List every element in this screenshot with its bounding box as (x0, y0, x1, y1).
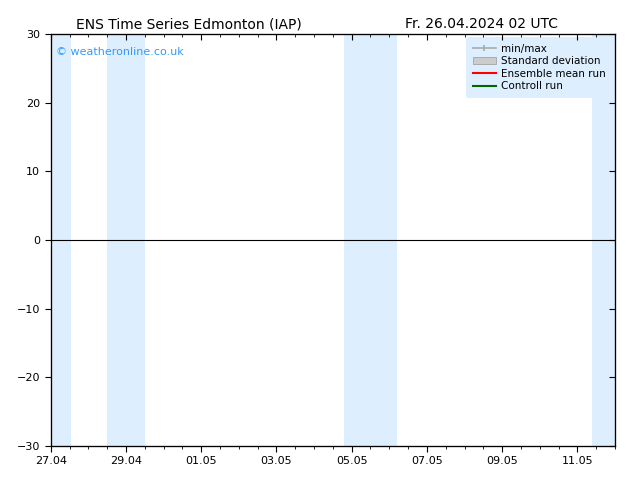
Bar (592, 34, 615, 446)
Text: Fr. 26.04.2024 02 UTC: Fr. 26.04.2024 02 UTC (405, 17, 558, 31)
Text: © weatheronline.co.uk: © weatheronline.co.uk (56, 47, 184, 57)
Bar (344, 34, 397, 446)
Bar (107, 34, 145, 446)
Legend: min/max, Standard deviation, Ensemble mean run, Controll run: min/max, Standard deviation, Ensemble me… (467, 37, 612, 98)
Bar (51, 34, 72, 446)
Text: ENS Time Series Edmonton (IAP): ENS Time Series Edmonton (IAP) (76, 17, 302, 31)
